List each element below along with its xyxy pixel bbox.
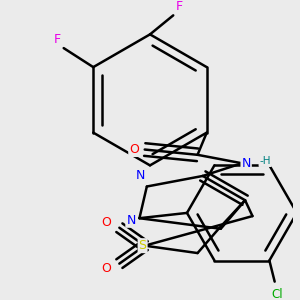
Text: O: O — [102, 216, 112, 229]
Text: Cl: Cl — [271, 288, 283, 300]
Text: N: N — [126, 214, 136, 227]
Text: F: F — [176, 0, 183, 14]
Text: -H: -H — [260, 156, 271, 166]
Text: N: N — [242, 157, 251, 170]
Text: S: S — [139, 239, 147, 252]
Text: O: O — [129, 143, 139, 156]
Text: N: N — [136, 169, 145, 182]
Text: O: O — [102, 262, 112, 275]
Text: F: F — [54, 33, 61, 46]
